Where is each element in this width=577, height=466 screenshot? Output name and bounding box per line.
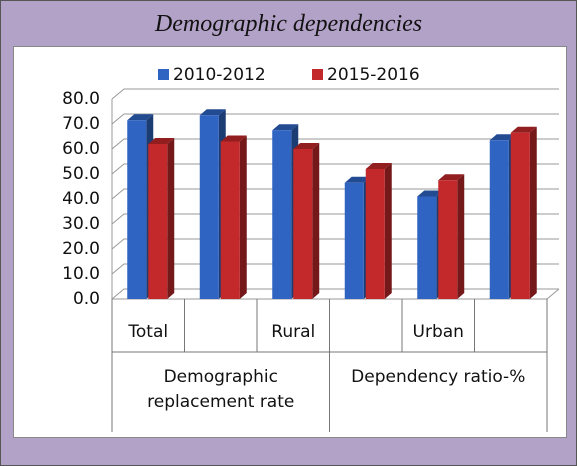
grid-line [111,288,559,300]
bar-side [529,126,537,299]
chart-panel: 0.0 10.0 20.0 30.0 40.0 50.0 60.0 70.0 80.0 2010-… [13,46,567,438]
legend-label: 2015-2016 [327,65,420,85]
chart: 0.0 10.0 20.0 30.0 40.0 50.0 60.0 70.0 80.0 2010-… [62,65,560,432]
bar-side [167,138,175,299]
bar-top [127,114,154,121]
bar-top [417,190,444,197]
group-label: Dependency ratio-% [351,367,526,387]
bar-top [489,134,516,141]
y-tick-label: 0.0 [73,289,100,309]
bar [438,180,458,299]
y-tick-label: 70.0 [62,114,100,134]
bar-top [510,126,537,133]
x-tick-label: Total [127,322,168,342]
y-tick-label: 30.0 [62,214,100,234]
bar [417,196,437,299]
x-tick-label: Urban [413,322,464,342]
bar-side [239,135,247,299]
y-tick-label: 50.0 [62,164,100,184]
legend-swatch [158,69,169,80]
y-tick-label: 80.0 [62,89,100,109]
legend-swatch [312,69,323,80]
bar-top [220,135,247,142]
bar [148,144,168,299]
y-tick-label: 20.0 [62,239,100,259]
bar-top [293,143,320,149]
group-label: Demographic replacement rate [147,367,295,412]
bar-top [344,176,371,183]
bar [489,140,509,299]
bar [365,169,385,299]
bar-top [272,124,299,131]
bar-side [384,163,392,299]
grid-line [111,238,559,250]
grid-line [111,163,559,175]
y-tick-label: 10.0 [62,264,100,284]
bar [344,182,364,299]
bar-top [365,163,392,169]
bar-side [312,143,320,299]
chart-title: Demographic dependencies [154,11,423,37]
grid-line [111,88,559,100]
bar [293,149,313,299]
grid-line [111,138,559,150]
bar [220,141,240,299]
bar-side [457,174,465,299]
bar-top [148,138,175,144]
bar-top [438,174,465,181]
legend-label: 2010-2012 [173,65,266,85]
floor-right [546,288,560,300]
bar [127,120,147,299]
grid-line [111,188,559,200]
bar [510,132,530,299]
grid-line [111,263,559,275]
y-tick-label: 40.0 [62,189,100,209]
y-tick-label: 60.0 [62,139,100,159]
grid-line [111,113,559,125]
x-tick-label: Rural [271,322,315,342]
bar [199,115,219,299]
grid-line [111,213,559,225]
bar-top [199,109,226,116]
bar [272,130,292,299]
